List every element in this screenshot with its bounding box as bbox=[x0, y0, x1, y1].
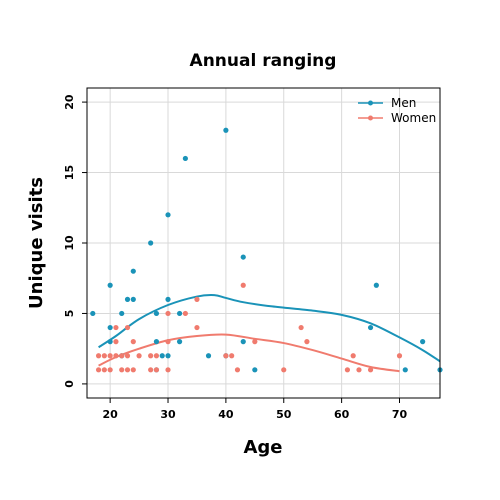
data-point-women bbox=[124, 324, 131, 331]
data-point-men bbox=[107, 339, 113, 345]
data-point-women bbox=[367, 367, 374, 373]
data-point-men bbox=[165, 353, 171, 359]
data-point-women bbox=[95, 367, 102, 373]
legend-label-men: Men bbox=[391, 96, 416, 110]
data-point-men bbox=[205, 353, 212, 359]
x-tick-label: 20 bbox=[102, 408, 118, 421]
data-point-men bbox=[165, 212, 171, 218]
x-tick-label: 40 bbox=[218, 408, 234, 421]
data-point-men bbox=[252, 367, 258, 373]
y-tick-label: 20 bbox=[63, 94, 76, 110]
trend-lines bbox=[98, 294, 441, 373]
x-axis-label: Age bbox=[243, 437, 282, 458]
data-point-men bbox=[119, 310, 125, 317]
x-axis: 20 30 40 50 60 70 bbox=[102, 398, 407, 421]
grid bbox=[87, 88, 440, 398]
data-point-women bbox=[298, 324, 304, 331]
data-point-men bbox=[130, 268, 136, 274]
data-point-men bbox=[107, 324, 113, 331]
data-point-women bbox=[101, 367, 107, 373]
y-axis-label: Unique visits bbox=[26, 177, 47, 309]
data-point-men bbox=[130, 296, 136, 302]
data-point-women bbox=[304, 339, 310, 345]
data-point-women bbox=[101, 353, 107, 359]
data-point-women bbox=[350, 353, 356, 359]
chart-title: Annual ranging bbox=[190, 51, 337, 71]
y-tick-label: 0 bbox=[63, 380, 76, 388]
data-point-men bbox=[240, 254, 246, 260]
data-point-men bbox=[176, 310, 183, 317]
y-tick-label: 5 bbox=[63, 310, 76, 318]
data-point-men bbox=[165, 296, 171, 302]
legend-marker-women bbox=[368, 115, 373, 121]
data-point-women bbox=[281, 367, 287, 373]
data-point-women bbox=[252, 339, 258, 345]
legend-marker-men bbox=[368, 100, 373, 106]
data-point-men bbox=[159, 353, 165, 359]
data-point-women bbox=[396, 353, 403, 359]
data-point-women bbox=[344, 367, 351, 373]
data-point-men bbox=[107, 282, 113, 288]
x-tick-label: 60 bbox=[334, 408, 350, 421]
data-point-men bbox=[373, 282, 379, 288]
data-point-men bbox=[367, 324, 374, 331]
data-point-women bbox=[130, 339, 136, 345]
data-point-men bbox=[124, 296, 131, 302]
data-point-women bbox=[95, 353, 102, 359]
data-point-men bbox=[420, 339, 426, 345]
data-point-men bbox=[153, 310, 160, 317]
y-axis: 0 5 10 15 20 bbox=[63, 94, 87, 388]
data-point-women bbox=[229, 353, 235, 359]
data-point-women bbox=[223, 353, 229, 359]
data-point-women bbox=[153, 367, 160, 373]
data-point-women bbox=[113, 353, 119, 359]
data-point-women bbox=[165, 367, 171, 373]
data-point-women bbox=[124, 367, 131, 373]
data-point-men bbox=[148, 240, 154, 246]
y-tick-label: 15 bbox=[63, 165, 76, 180]
data-point-women bbox=[165, 310, 171, 317]
data-point-men bbox=[153, 339, 160, 345]
legend-label-women: Women bbox=[391, 111, 436, 125]
data-point-women bbox=[107, 367, 113, 373]
data-point-women bbox=[165, 339, 171, 345]
data-point-men bbox=[182, 155, 188, 162]
data-point-women bbox=[240, 282, 246, 288]
y-tick-label: 10 bbox=[63, 235, 76, 251]
data-point-men bbox=[223, 127, 229, 133]
data-point-women bbox=[194, 324, 200, 331]
data-point-women bbox=[124, 353, 131, 359]
data-points bbox=[90, 127, 443, 373]
data-point-women bbox=[182, 310, 188, 317]
data-point-men bbox=[402, 367, 408, 373]
data-point-men bbox=[176, 339, 183, 345]
trend-line-men bbox=[98, 294, 441, 363]
data-point-women bbox=[153, 353, 160, 359]
x-tick-label: 50 bbox=[276, 408, 292, 421]
data-point-men bbox=[90, 310, 96, 317]
data-point-women bbox=[107, 353, 113, 359]
data-point-women bbox=[113, 339, 119, 345]
data-point-women bbox=[130, 367, 136, 373]
data-point-men bbox=[240, 339, 246, 345]
x-tick-label: 70 bbox=[392, 408, 408, 421]
data-point-women bbox=[148, 367, 154, 373]
legend: Men Women bbox=[358, 96, 436, 125]
data-point-women bbox=[119, 367, 125, 373]
data-point-women bbox=[194, 296, 200, 302]
trend-line-women bbox=[98, 333, 400, 373]
data-point-women bbox=[148, 353, 154, 359]
data-point-women bbox=[356, 367, 362, 373]
data-point-women bbox=[113, 324, 119, 331]
data-point-women bbox=[136, 353, 142, 359]
data-point-women bbox=[119, 353, 125, 359]
x-tick-label: 30 bbox=[160, 408, 176, 421]
data-point-women bbox=[234, 367, 241, 373]
